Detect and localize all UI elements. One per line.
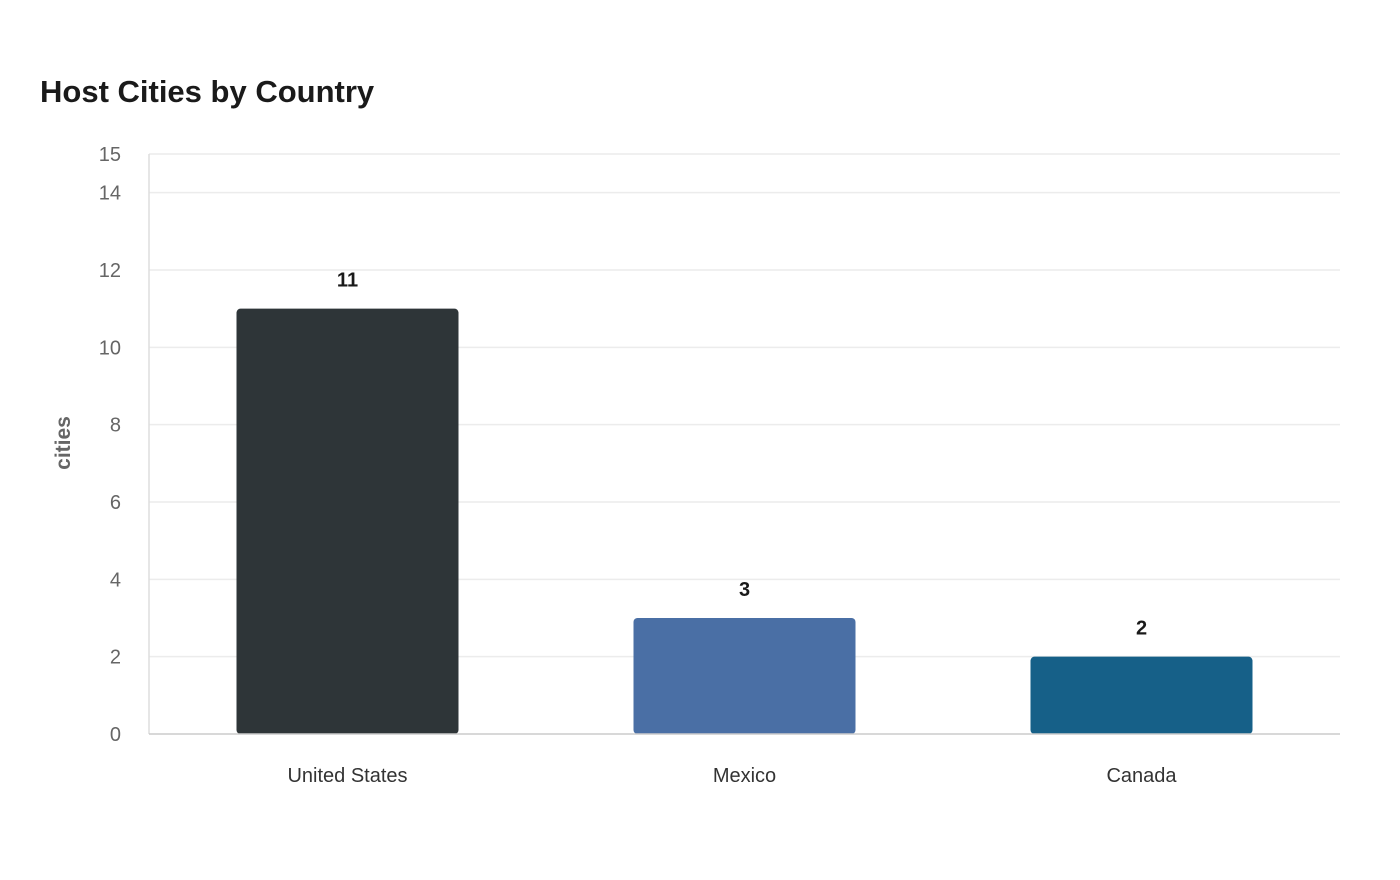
x-axis-categories: United States Mexico Canada [287,765,1177,787]
bar-value-label: 11 [337,270,358,292]
bar [236,308,459,734]
y-tick-label: 2 [110,647,121,669]
bar [1030,656,1253,734]
y-axis-ticks: 0 2 4 6 8 10 12 14 15 [99,144,121,746]
bar [633,618,856,734]
bar-value-label: 3 [739,579,750,601]
x-category-label: Canada [1106,765,1177,787]
y-tick-label: 12 [99,260,121,282]
y-tick-label: 10 [99,337,121,359]
y-tick-label: 6 [110,492,121,514]
y-tick-label: 0 [110,724,121,746]
bars [236,308,1253,734]
x-category-label: Mexico [713,765,776,787]
chart-title: Host Cities by Country [40,74,375,109]
y-axis-title: cities [52,416,75,470]
y-tick-label: 4 [110,569,121,591]
bar-value-label: 2 [1136,618,1147,640]
y-tick-label: 14 [99,183,121,205]
value-labels: 11 3 2 [337,270,1147,640]
x-category-label: United States [287,765,407,787]
y-tick-label: 8 [110,415,121,437]
y-tick-label: 15 [99,144,121,166]
